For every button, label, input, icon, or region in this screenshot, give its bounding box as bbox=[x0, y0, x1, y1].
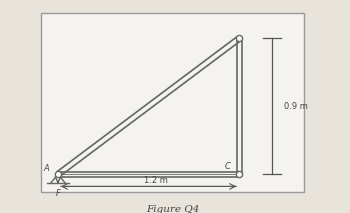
Text: 1.2 m: 1.2 m bbox=[144, 176, 168, 185]
Text: C: C bbox=[224, 162, 230, 171]
Text: 0.9 m: 0.9 m bbox=[285, 102, 308, 111]
Text: A: A bbox=[43, 164, 49, 173]
Text: Figure Q4: Figure Q4 bbox=[146, 204, 199, 213]
Text: F: F bbox=[56, 189, 61, 199]
